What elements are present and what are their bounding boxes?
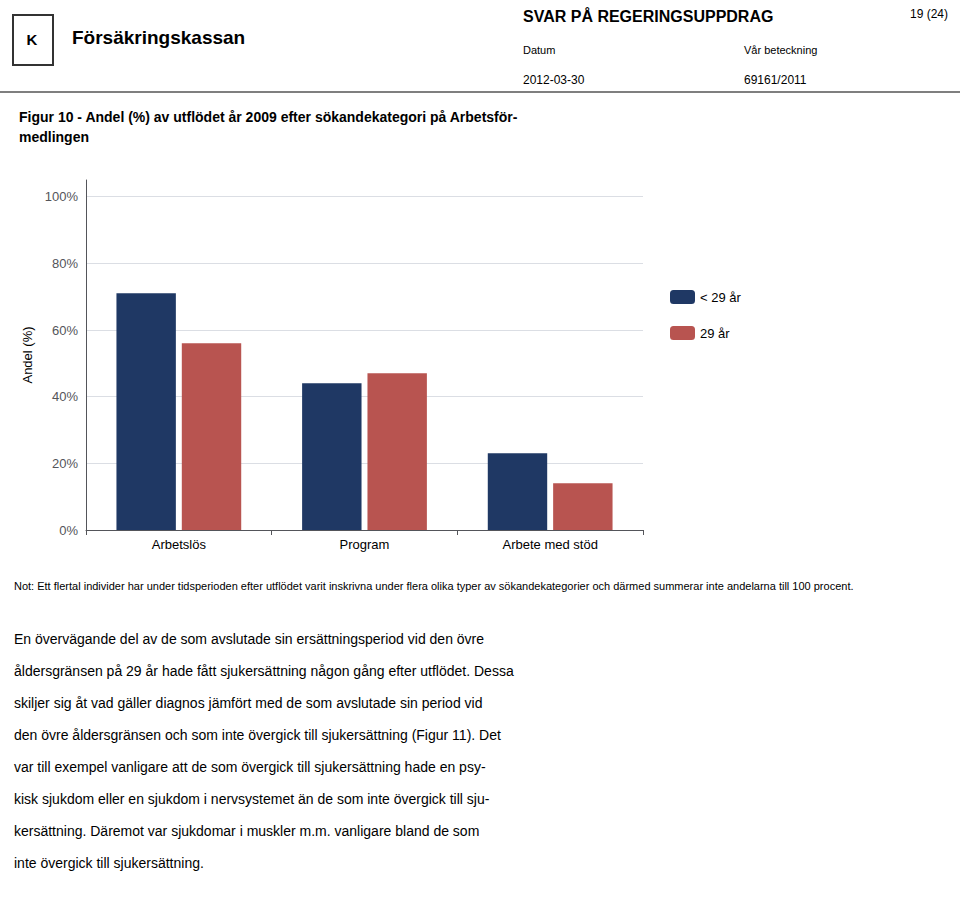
svg-text:den övre åldersgränsen och som: den övre åldersgränsen och som inte över… [14,727,501,743]
svg-text:åldersgränsen på 29 år hade få: åldersgränsen på 29 år hade fått sjukers… [14,663,514,679]
svg-text:kersättning. Däremot var sjukd: kersättning. Däremot var sjukdomar i mus… [14,823,479,839]
svg-text:var till exempel vanligare att: var till exempel vanligare att de som öv… [14,759,486,775]
svg-text:Program: Program [340,537,390,552]
svg-text:19 (24): 19 (24) [910,7,948,21]
svg-text:inte övergick till sjukersättn: inte övergick till sjukersättning. [14,855,204,871]
svg-text:69161/2011: 69161/2011 [744,73,807,87]
svg-text:skiljer sig åt vad gäller diag: skiljer sig åt vad gäller diagnos jämför… [14,695,482,711]
svg-text:En övervägande del av de som a: En övervägande del av de som avslutade s… [14,631,484,647]
svg-text:29 år: 29 år [700,326,730,341]
svg-text:K: K [27,31,38,48]
svg-text:80%: 80% [52,256,78,271]
svg-text:kisk sjukdom eller en sjukdom: kisk sjukdom eller en sjukdom i nervsyst… [14,791,490,807]
svg-text:Figur 10 - Andel (%) av utflöd: Figur 10 - Andel (%) av utflödet år 2009… [19,109,518,125]
svg-text:20%: 20% [52,456,78,471]
svg-text:< 29 år: < 29 år [700,290,742,305]
svg-text:Andel (%): Andel (%) [20,326,35,383]
svg-text:0%: 0% [59,523,78,538]
svg-text:60%: 60% [52,323,78,338]
svg-text:Arbetslös: Arbetslös [152,537,207,552]
svg-text:Not: Ett flertal individer har: Not: Ett flertal individer har under tid… [14,580,854,592]
svg-text:100%: 100% [45,189,79,204]
svg-text:Datum: Datum [523,44,555,56]
svg-text:medlingen: medlingen [19,129,89,145]
svg-text:2012-03-30: 2012-03-30 [523,73,585,87]
svg-text:Arbete med stöd: Arbete med stöd [502,537,597,552]
svg-text:Vår beteckning: Vår beteckning [744,44,817,56]
svg-text:SVAR PÅ REGERINGSUPPDRAG: SVAR PÅ REGERINGSUPPDRAG [523,7,773,25]
svg-text:Försäkringskassan: Försäkringskassan [72,27,245,48]
svg-text:40%: 40% [52,389,78,404]
